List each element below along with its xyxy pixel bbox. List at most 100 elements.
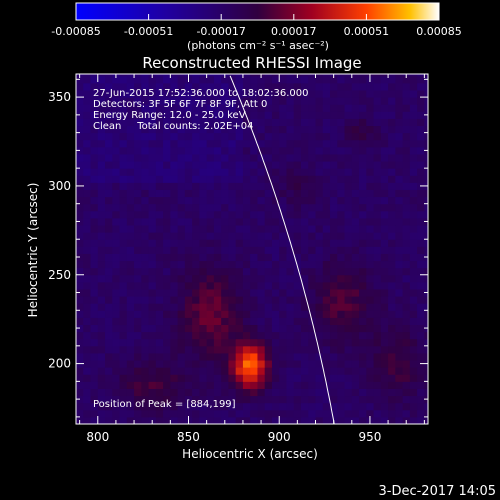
heatmap-pixel	[373, 388, 382, 397]
heatmap-pixel	[163, 374, 171, 382]
heatmap-pixel	[126, 317, 135, 326]
heatmap-pixel	[184, 239, 193, 247]
heatmap-pixel	[90, 132, 99, 141]
heatmap-pixel	[417, 82, 425, 91]
heatmap-pixel	[351, 203, 360, 212]
heatmap-pixel	[373, 97, 382, 105]
heatmap-pixel	[344, 367, 353, 375]
heatmap-pixel	[417, 111, 425, 119]
heatmap-pixel	[155, 161, 164, 169]
heatmap-pixel	[395, 125, 404, 134]
heatmap-pixel	[221, 253, 229, 262]
heatmap-pixel	[228, 317, 237, 326]
heatmap-pixel	[424, 175, 428, 183]
heatmap-pixel	[213, 175, 222, 183]
heatmap-pixel	[264, 303, 273, 311]
heatmap-pixel	[90, 125, 99, 134]
heatmap-pixel	[112, 352, 121, 361]
heatmap-pixel	[286, 345, 295, 354]
heatmap-pixel	[192, 225, 200, 233]
heatmap-pixel	[351, 374, 360, 382]
heatmap-pixel	[402, 303, 411, 311]
heatmap-pixel	[235, 352, 244, 361]
heatmap-pixel	[250, 82, 258, 91]
heatmap-pixel	[264, 409, 273, 418]
heatmap-pixel	[279, 161, 287, 169]
heatmap-pixel	[242, 182, 251, 190]
heatmap-pixel	[228, 281, 237, 290]
heatmap-pixel	[141, 253, 150, 262]
heatmap-pixel	[257, 374, 266, 382]
heatmap-pixel	[366, 175, 375, 183]
heatmap-pixel	[257, 161, 266, 169]
time-range-annotation: 27-Jun-2015 17:52:36.000 to 18:02:36.000	[93, 88, 309, 99]
heatmap-pixel	[330, 225, 338, 233]
heatmap-pixel	[388, 367, 396, 375]
heatmap-pixel	[424, 161, 428, 169]
heatmap-pixel	[134, 395, 142, 404]
heatmap-pixel	[409, 267, 418, 276]
heatmap-pixel	[170, 161, 179, 169]
heatmap-pixel	[192, 303, 200, 311]
heatmap-pixel	[388, 74, 396, 77]
heatmap-pixel	[402, 402, 411, 411]
heatmap-pixel	[380, 153, 389, 162]
heatmap-pixel	[213, 409, 222, 418]
heatmap-pixel	[90, 239, 99, 247]
heatmap-pixel	[315, 146, 324, 155]
heatmap-pixel	[199, 352, 208, 361]
heatmap-pixel	[134, 416, 142, 424]
heatmap-pixel	[155, 402, 164, 411]
heatmap-pixel	[344, 196, 353, 205]
heatmap-pixel	[119, 168, 128, 176]
heatmap-pixel	[402, 232, 411, 240]
heatmap-pixel	[264, 416, 273, 424]
heatmap-pixel	[76, 168, 84, 176]
heatmap-pixel	[184, 281, 193, 290]
heatmap-pixel	[373, 75, 382, 84]
heatmap-pixel	[235, 175, 244, 183]
heatmap-pixel	[119, 381, 128, 389]
x-tick-label: 800	[86, 430, 109, 444]
heatmap-pixel	[155, 317, 164, 326]
heatmap-pixel	[126, 367, 135, 375]
heatmap-pixel	[409, 338, 418, 347]
heatmap-pixel	[105, 381, 113, 389]
heatmap-pixel	[409, 168, 418, 176]
heatmap-pixel	[271, 125, 280, 134]
heatmap-pixel	[242, 125, 251, 134]
heatmap-pixel	[228, 125, 237, 134]
heatmap-pixel	[126, 288, 135, 297]
heatmap-pixel	[242, 416, 251, 424]
heatmap-pixel	[134, 288, 142, 297]
heatmap-pixel	[97, 168, 106, 176]
heatmap-pixel	[112, 317, 121, 326]
heatmap-pixel	[373, 168, 382, 176]
heatmap-pixel	[388, 402, 396, 411]
heatmap-pixel	[228, 416, 237, 424]
heatmap-pixel	[402, 360, 411, 368]
heatmap-pixel	[228, 388, 237, 397]
heatmap-pixel	[388, 374, 396, 382]
heatmap-pixel	[337, 196, 346, 205]
heatmap-pixel	[141, 267, 150, 276]
heatmap-pixel	[257, 381, 266, 389]
heatmap-pixel	[402, 125, 411, 134]
heatmap-pixel	[184, 97, 193, 105]
heatmap-pixel	[380, 168, 389, 176]
heatmap-pixel	[83, 381, 92, 389]
heatmap-pixel	[177, 139, 186, 148]
heatmap-pixel	[351, 310, 360, 318]
heatmap-pixel	[126, 331, 135, 340]
heatmap-pixel	[359, 246, 367, 254]
heatmap-pixel	[105, 260, 113, 269]
heatmap-pixel	[228, 196, 237, 205]
heatmap-pixel	[417, 118, 425, 127]
heatmap-pixel	[213, 416, 222, 424]
heatmap-pixel	[206, 74, 215, 77]
heatmap-pixel	[366, 374, 375, 382]
heatmap-pixel	[105, 111, 113, 119]
heatmap-pixel	[300, 274, 309, 283]
heatmap-pixel	[134, 196, 142, 205]
heatmap-pixel	[380, 317, 389, 326]
